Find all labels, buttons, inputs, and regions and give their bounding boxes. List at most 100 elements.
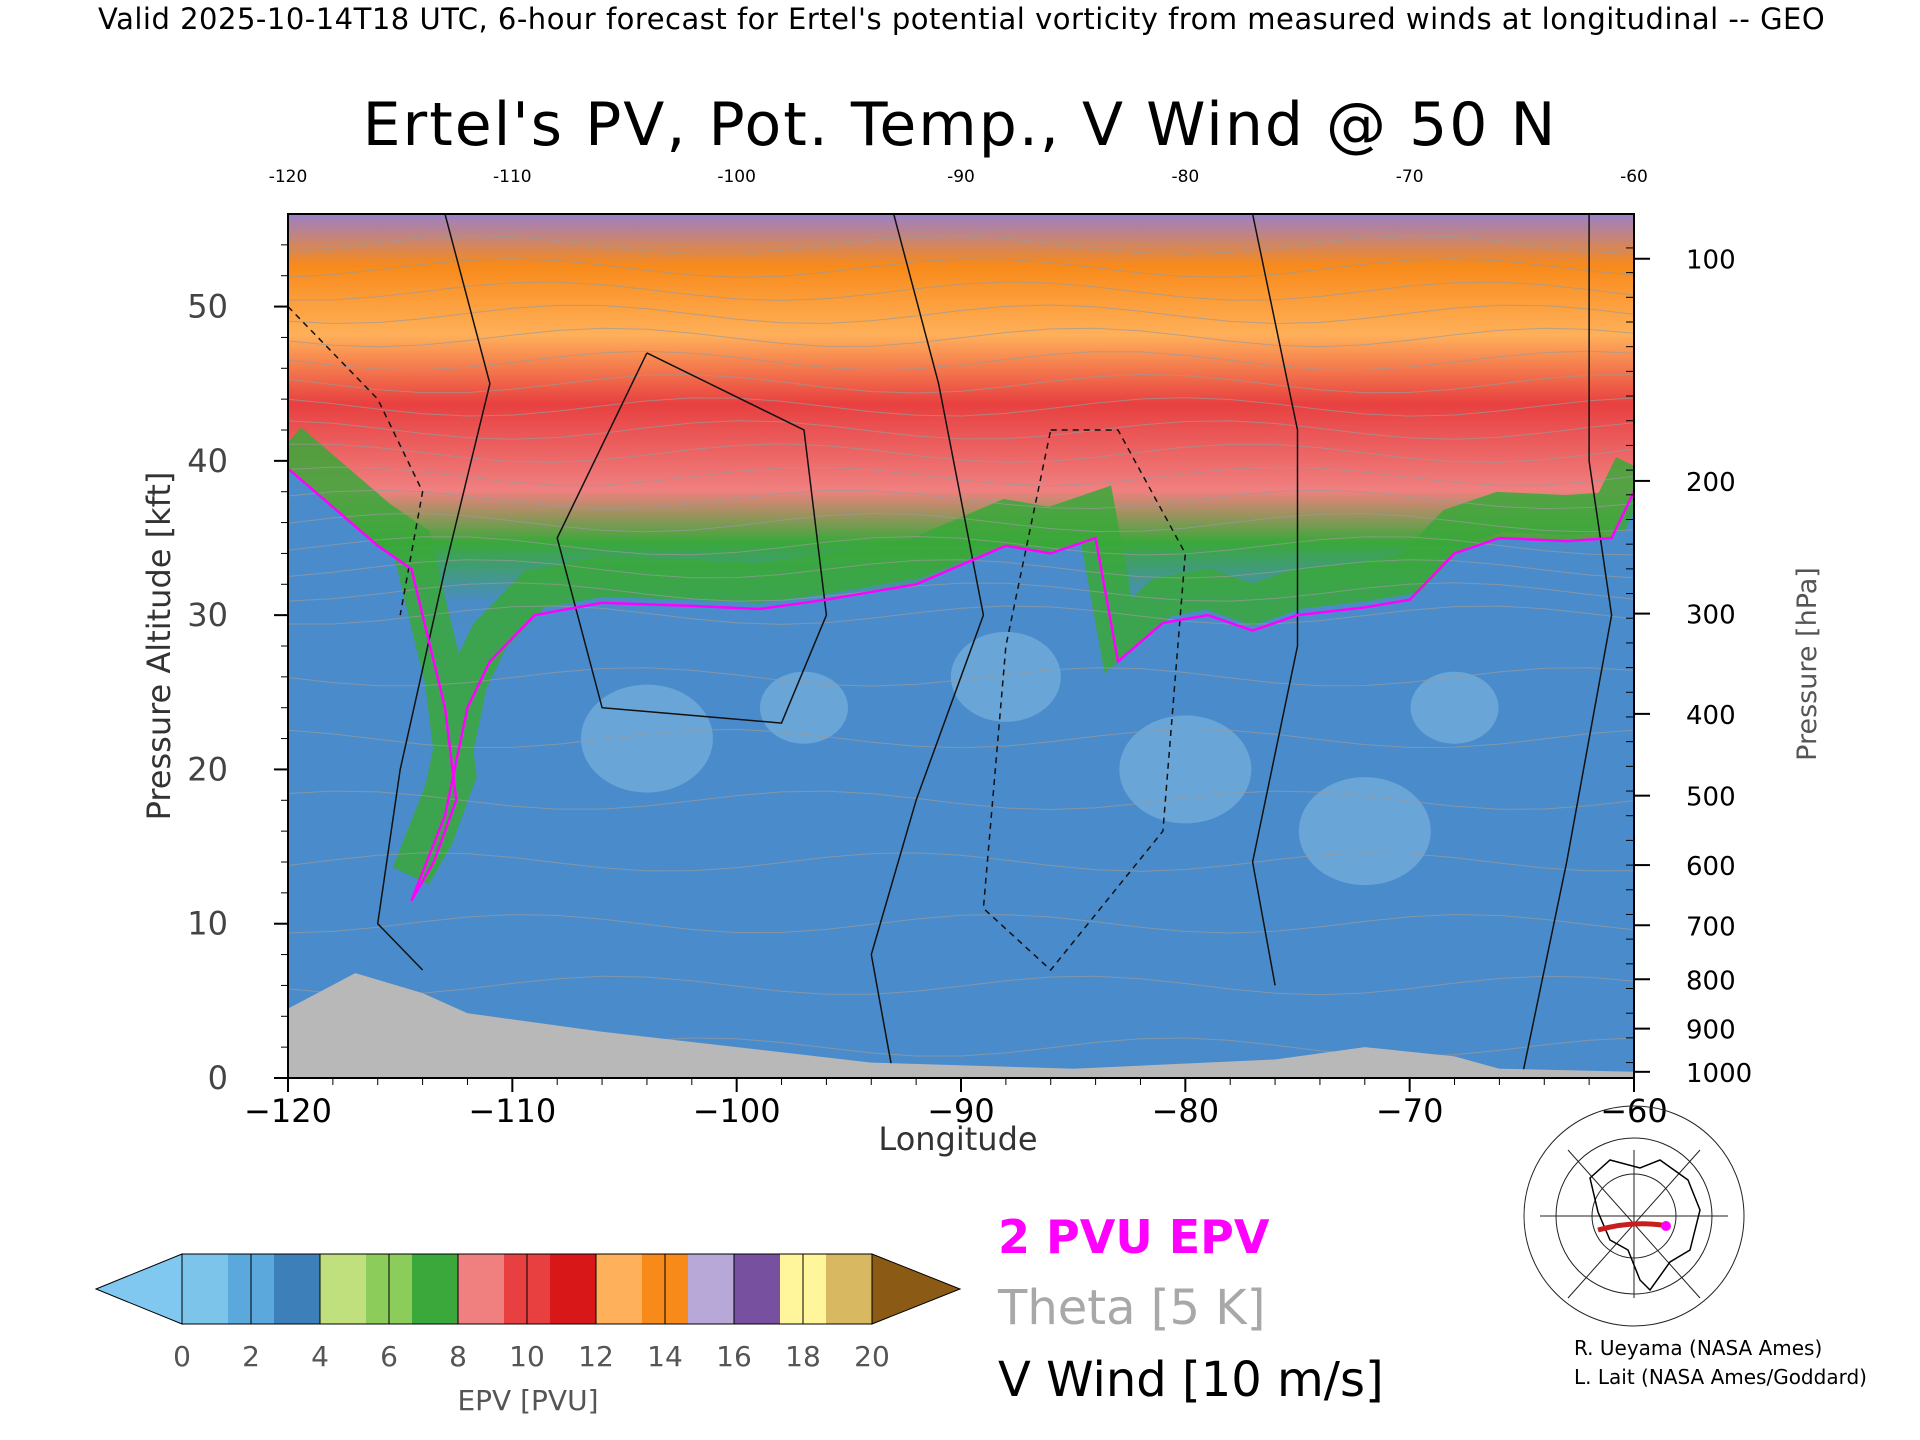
pressure-tick-label: 100 xyxy=(1686,246,1736,276)
colorbar-extend-high xyxy=(871,1253,962,1325)
colorbar-tick-label: 6 xyxy=(380,1340,398,1373)
vwind-contour xyxy=(556,352,828,724)
legend-vwind: V Wind [10 m/s] xyxy=(998,1352,1384,1408)
x-top-tick-label: -100 xyxy=(717,167,756,187)
theta-contour xyxy=(288,582,1634,602)
continent-outline xyxy=(1589,1159,1701,1292)
header-line: Valid 2025-10-14T18 UTC, 6-hour forecast… xyxy=(98,2,1826,36)
colorbar-tick-label: 4 xyxy=(311,1340,329,1373)
x-tick-label: −110 xyxy=(468,1092,556,1130)
x-axis-top: -120 -110 -100 -90 -80 -70 -60 xyxy=(269,167,1648,187)
colorbar-extend-low xyxy=(94,1253,183,1325)
x-tick-label: −90 xyxy=(927,1092,995,1130)
theta-contour xyxy=(288,350,1634,371)
y-tick-label: 20 xyxy=(187,750,228,788)
x-axis-label: Longitude xyxy=(878,1120,1037,1158)
terrain xyxy=(288,973,1634,1078)
pressure-tick-label: 500 xyxy=(1686,783,1736,813)
colorbar-segment xyxy=(320,1254,367,1324)
legend-theta: Theta [5 K] xyxy=(998,1280,1266,1336)
colorbar-segment xyxy=(458,1254,505,1324)
colorbar-segment xyxy=(596,1254,643,1324)
theta-contour xyxy=(288,559,1634,579)
theta-contour xyxy=(288,373,1634,394)
pv-light-patch xyxy=(1410,671,1499,744)
vwind-contour xyxy=(288,306,424,616)
y-tick-label: 30 xyxy=(187,596,228,634)
pressure-tick-label: 1000 xyxy=(1686,1059,1752,1089)
theta-contour xyxy=(288,443,1634,463)
x-tick-label: −60 xyxy=(1600,1092,1668,1130)
terrain-fill xyxy=(288,973,1634,1078)
theta-contour xyxy=(288,327,1634,348)
pv-light-patch xyxy=(1298,777,1431,886)
colorbar-segment xyxy=(688,1254,735,1324)
theta-contour xyxy=(288,466,1634,487)
colorbar-segment xyxy=(550,1254,597,1324)
colorbar-segment xyxy=(412,1254,459,1324)
pressure-tick-label: 900 xyxy=(1686,1016,1736,1046)
x-top-tick-label: -120 xyxy=(269,167,308,187)
vwind-contour xyxy=(982,429,1187,972)
x-top-tick-label: -80 xyxy=(1171,167,1199,187)
colorbar-segment xyxy=(826,1254,873,1324)
plot-area xyxy=(288,214,1634,1078)
legend-2pvu-epv: 2 PVU EPV xyxy=(998,1210,1270,1264)
theta-contour xyxy=(288,512,1634,533)
x-top-tick-label: -90 xyxy=(947,167,975,187)
tropopause-2pvu-line xyxy=(287,467,1636,902)
credit-lait: L. Lait (NASA Ames/Goddard) xyxy=(1574,1365,1867,1389)
green-band xyxy=(288,427,1634,885)
y-axis-right: 100 200 300 400 500 600 700 800 900 1000 xyxy=(1626,246,1752,1089)
colorbar-tick-label: 0 xyxy=(173,1340,191,1373)
pvu-line xyxy=(287,467,1636,902)
pressure-tick-label: 200 xyxy=(1686,468,1736,498)
x-top-tick-label: -60 xyxy=(1620,167,1648,187)
chart-title: Ertel's PV, Pot. Temp., V Wind @ 50 N xyxy=(362,90,1558,160)
section-end-marker xyxy=(1661,1221,1671,1231)
vwind-contour xyxy=(870,214,985,1078)
colorbar-segment xyxy=(182,1254,229,1324)
colorbar-tick-label: 20 xyxy=(854,1340,890,1373)
theta-contour xyxy=(288,852,1634,872)
theta-contour xyxy=(288,975,1634,996)
y2-axis-label: Pressure [hPa] xyxy=(1792,567,1823,761)
theta-contour xyxy=(288,235,1634,255)
y-tick-label: 40 xyxy=(187,442,228,480)
x-tick-label: −80 xyxy=(1152,1092,1220,1130)
y-tick-label: 50 xyxy=(187,288,228,326)
pv-light-patch xyxy=(580,684,713,793)
pressure-tick-label: 400 xyxy=(1686,701,1736,731)
x-top-tick-label: -70 xyxy=(1396,167,1424,187)
x-top-tick-label: -110 xyxy=(493,167,532,187)
colorbar-tick-label: 2 xyxy=(242,1340,260,1373)
colorbar-tick-label: 18 xyxy=(785,1340,821,1373)
pressure-tick-label: 600 xyxy=(1686,852,1736,882)
theta-contour xyxy=(288,667,1634,687)
credit-ueyama: R. Ueyama (NASA Ames) xyxy=(1574,1336,1823,1360)
theta-contour xyxy=(288,535,1634,556)
theta-contour xyxy=(288,420,1634,440)
colorbar-tick-label: 14 xyxy=(647,1340,683,1373)
colorbar: 0 2 4 6 8 10 12 14 16 18 20 xyxy=(94,1253,962,1373)
theta-contour xyxy=(288,304,1634,325)
pv-light-patch xyxy=(950,631,1061,722)
theta-contour xyxy=(288,397,1634,417)
colorbar-tick-label: 8 xyxy=(449,1340,467,1373)
x-tick-label: −70 xyxy=(1376,1092,1444,1130)
locator-map xyxy=(1523,1105,1745,1327)
theta-contour xyxy=(288,728,1634,749)
y-tick-label: 0 xyxy=(208,1059,228,1097)
colorbar-label: EPV [PVU] xyxy=(457,1384,598,1417)
vwind-contour xyxy=(1521,214,1613,1078)
y-axis-left: 0 10 20 30 40 50 xyxy=(187,244,288,1097)
colorbar-segment xyxy=(734,1254,781,1324)
x-tick-label: −100 xyxy=(693,1092,781,1130)
colorbar-tick-label: 16 xyxy=(716,1340,752,1373)
colorbar-segment xyxy=(274,1254,321,1324)
pv-light-patch xyxy=(759,671,848,744)
pressure-tick-label: 700 xyxy=(1686,912,1736,942)
y-axis-label: Pressure Altitude [kft] xyxy=(140,472,178,821)
vwind-contours xyxy=(288,214,1613,1078)
